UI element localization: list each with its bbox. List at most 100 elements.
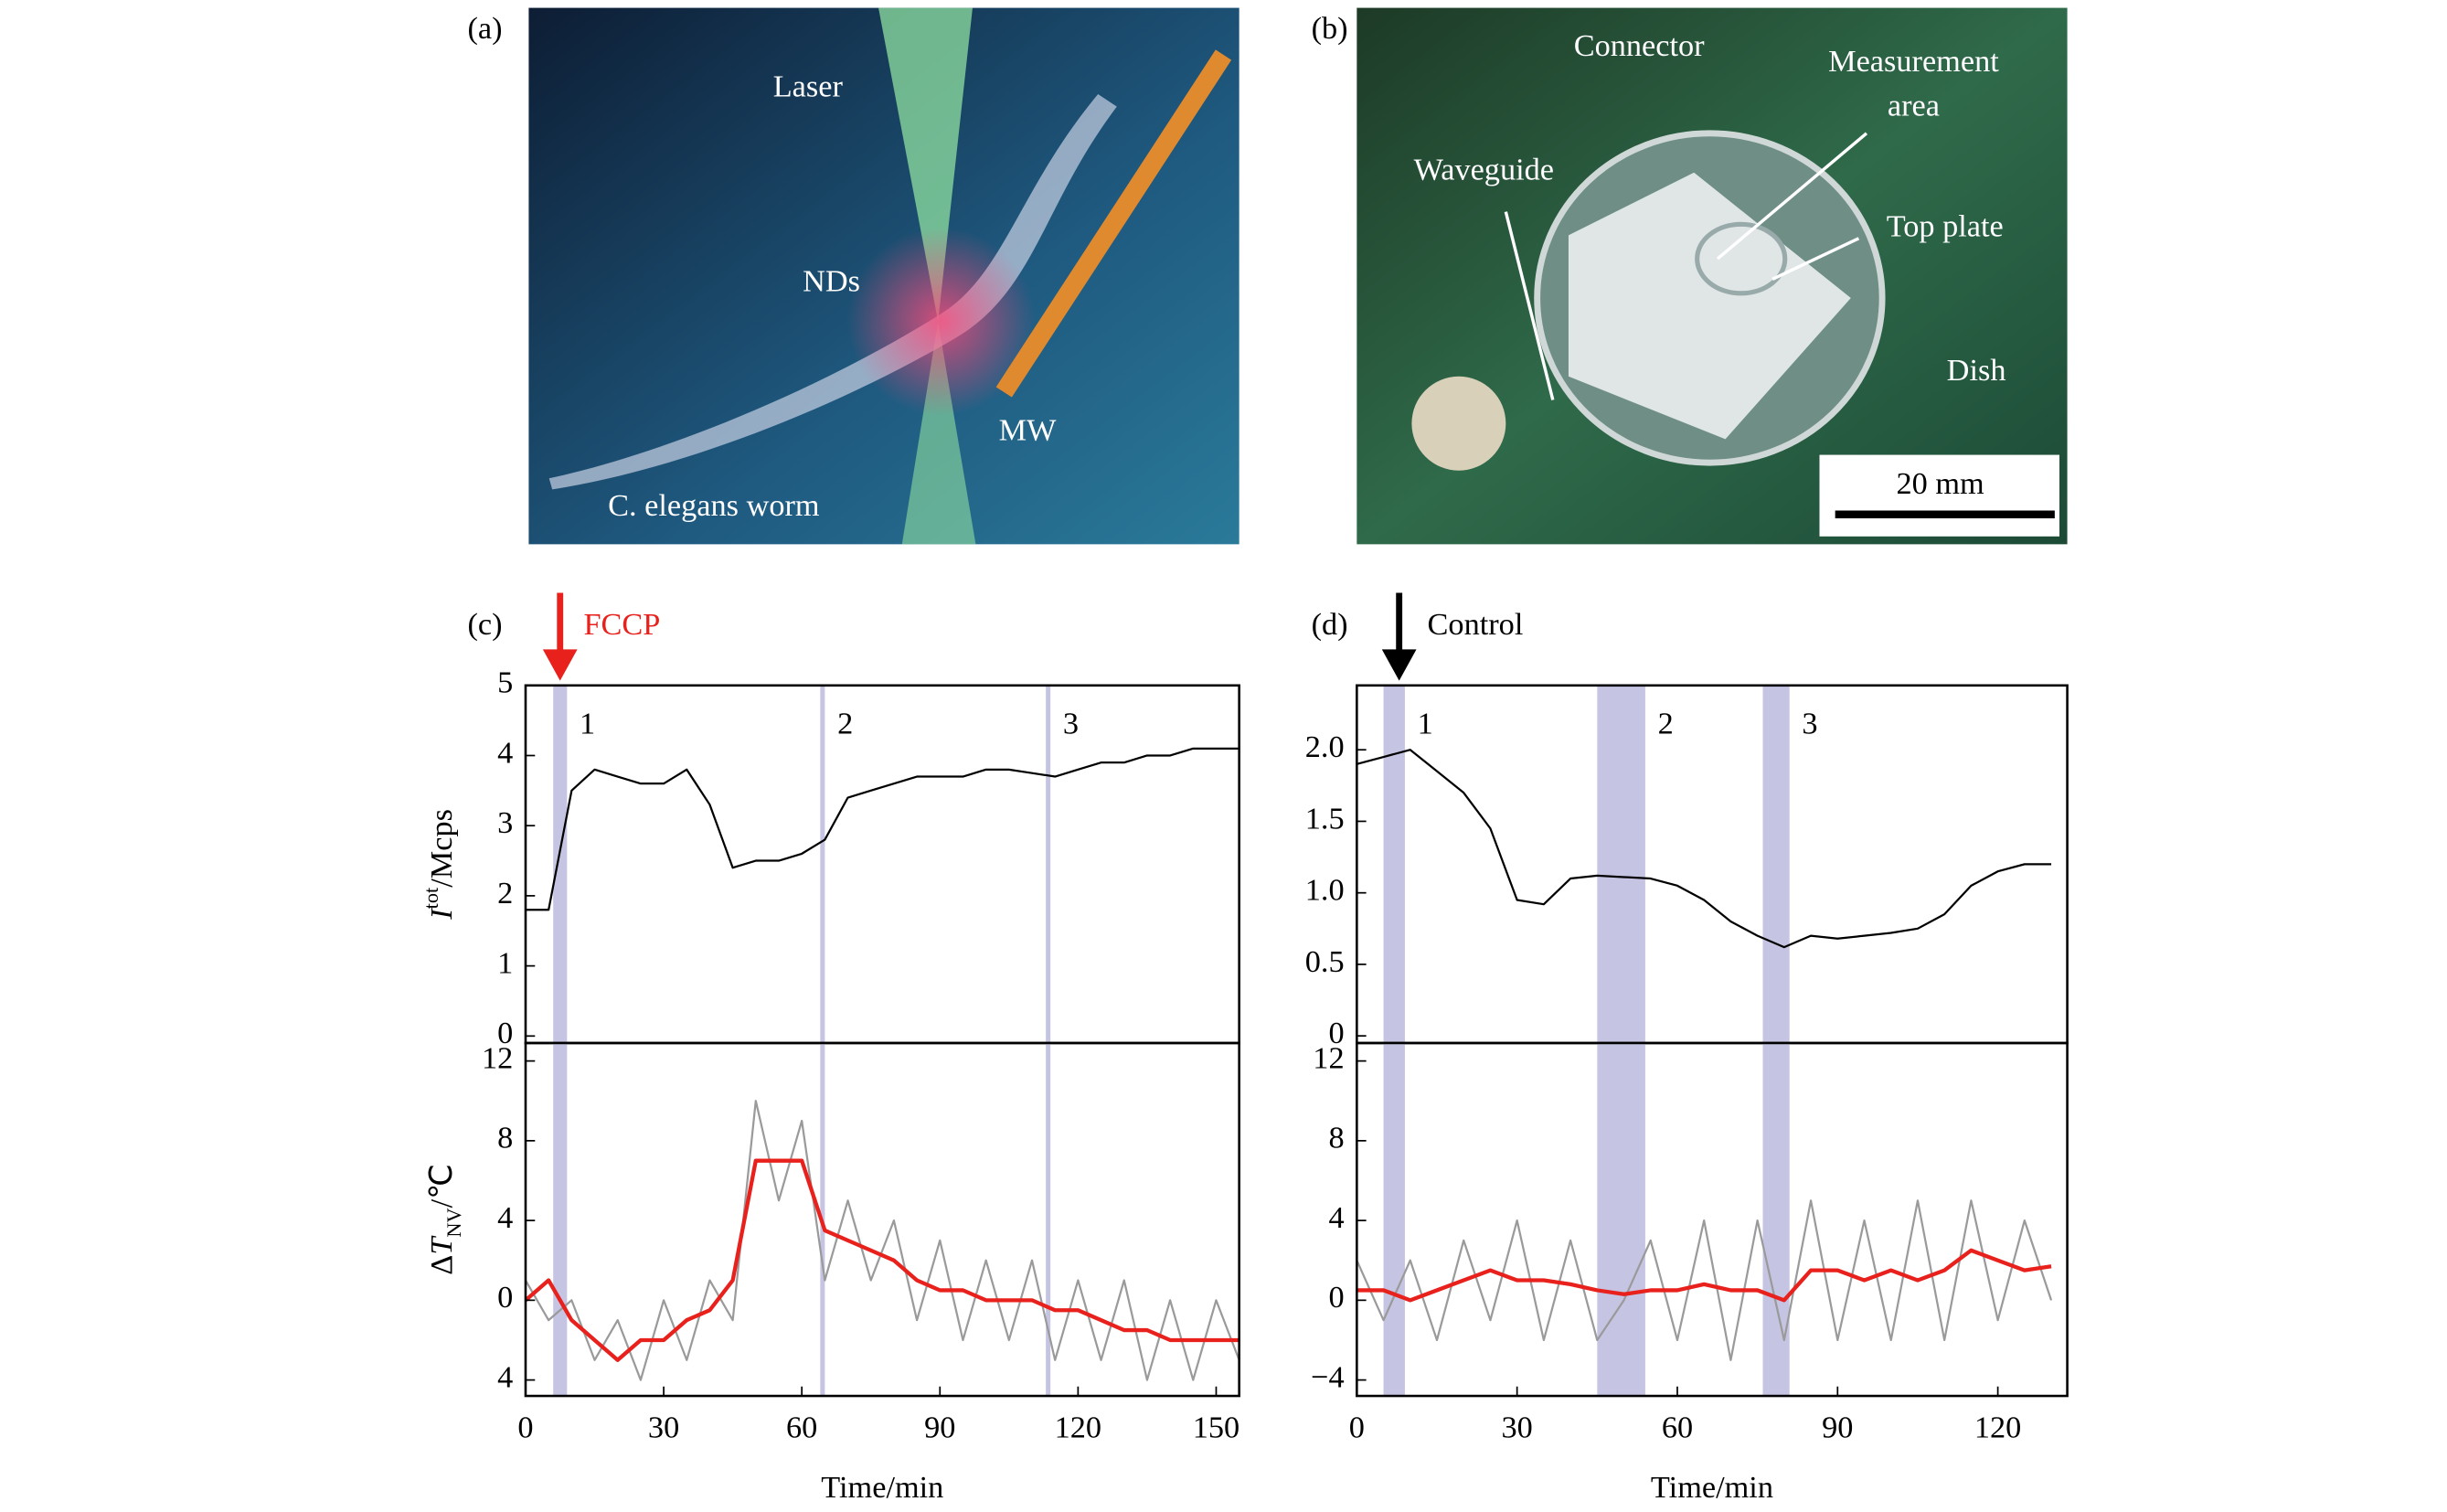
axes-frame	[1356, 1041, 2069, 1398]
y-tick-label: 5	[497, 665, 513, 700]
band	[1383, 685, 1405, 1043]
y-axis-label-part: /℃	[424, 1164, 459, 1208]
connector	[1411, 376, 1506, 471]
laser-cone	[878, 7, 973, 322]
y-tick-label: 12	[482, 1040, 513, 1075]
y-tick-label: 0	[497, 1280, 513, 1315]
y-tick-label: 0	[1328, 1280, 1344, 1315]
band	[1046, 1042, 1051, 1397]
y-tick-label: 1.0	[1305, 873, 1345, 908]
band-label: 1	[580, 706, 595, 740]
annotation: Waveguide	[1414, 153, 1554, 187]
y-axis-label-part: /Mcps	[424, 809, 459, 888]
pointer	[1771, 237, 1860, 281]
y-tick-label: 4	[1328, 1200, 1344, 1235]
panel-label: (d)	[1312, 607, 1348, 642]
annotation: Top plate	[1887, 208, 2004, 243]
band-label: 3	[1063, 706, 1079, 740]
band	[1597, 1042, 1645, 1397]
data-line	[525, 1100, 1240, 1381]
y-tick-label: 4	[497, 1200, 513, 1235]
y-tick-label: 2	[497, 876, 513, 910]
y-tick-label: 3	[497, 805, 513, 840]
x-tick-label: 60	[786, 1411, 817, 1445]
band	[1046, 685, 1051, 1043]
y-tick-label: 1.5	[1305, 801, 1345, 836]
panel-label: (c)	[468, 607, 503, 642]
band	[553, 1042, 568, 1397]
nd-glow	[846, 227, 1036, 416]
band	[553, 685, 568, 1043]
data-line	[525, 747, 1239, 911]
data-line	[1356, 1248, 2052, 1303]
y-tick-label: 4	[497, 1359, 513, 1394]
x-tick-label: 120	[1055, 1411, 1101, 1445]
x-tick-label: 120	[1974, 1411, 2021, 1445]
y-tick-label: 0	[497, 1016, 513, 1050]
x-tick-label: 0	[517, 1411, 533, 1445]
band-label: 2	[1658, 706, 1674, 740]
y-axis-label: Itot/Mcps	[419, 809, 458, 921]
x-tick-label: 60	[1662, 1411, 1693, 1445]
pointer	[1716, 132, 1868, 261]
band-label: 2	[837, 706, 853, 740]
data-line	[524, 1158, 1239, 1362]
pointer	[1504, 211, 1555, 400]
band-label: 1	[1418, 706, 1433, 740]
y-axis-label-part: tot	[419, 887, 442, 909]
annotation: Connector	[1574, 28, 1705, 63]
y-tick-label: 2.0	[1305, 729, 1345, 764]
annotation: C. elegans worm	[608, 488, 820, 523]
x-axis-label: Time/min	[821, 1470, 943, 1505]
top-plate	[1568, 172, 1851, 440]
y-axis-label-part: NV	[442, 1208, 464, 1237]
y-tick-label: 12	[1313, 1040, 1344, 1075]
measurement-well	[1695, 221, 1788, 296]
data-line	[1356, 1199, 2053, 1361]
y-tick-label: 1	[497, 945, 513, 980]
x-tick-label: 90	[924, 1411, 955, 1445]
y-tick-label: −4	[1311, 1359, 1345, 1394]
axes-frame	[1356, 684, 2069, 1045]
x-tick-label: 0	[1349, 1411, 1365, 1445]
annotation: Dish	[1947, 353, 2006, 388]
band-label: 3	[1802, 706, 1817, 740]
arrow-head	[1381, 649, 1417, 681]
arrow-label: FCCP	[583, 607, 660, 642]
mw-wire	[995, 49, 1232, 398]
band	[1597, 685, 1645, 1043]
axes-frame	[524, 1041, 1240, 1398]
data-line	[1356, 749, 2052, 949]
axes-frame	[524, 684, 1240, 1045]
band	[820, 685, 825, 1043]
x-tick-label: 150	[1193, 1411, 1239, 1445]
annotation: area	[1888, 88, 1940, 122]
panel-label: (b)	[1312, 11, 1348, 46]
annotation: MW	[999, 412, 1057, 447]
y-axis-label-part: T	[424, 1235, 459, 1255]
band	[1383, 1042, 1405, 1397]
y-axis-label-part: I	[424, 908, 459, 921]
x-tick-label: 30	[648, 1411, 679, 1445]
arrow-head	[542, 649, 578, 681]
panel-b: (b) Connector Waveguide Top plate Dish M…	[1312, 7, 2068, 545]
band	[1762, 1042, 1790, 1397]
y-tick-label: 8	[1328, 1121, 1344, 1155]
panel-a: (a) Laser NDs MW C. elegans worm	[468, 7, 1239, 545]
y-axis-label: ΔTNV/℃	[424, 1164, 465, 1274]
arrow-label: Control	[1428, 607, 1524, 642]
laser-cone	[901, 321, 976, 545]
scale-label: 20 mm	[1896, 466, 1984, 501]
annotation: NDs	[803, 263, 860, 298]
x-tick-label: 30	[1502, 1411, 1533, 1445]
x-axis-label: Time/min	[1651, 1470, 1773, 1505]
panel-label: (a)	[468, 11, 503, 46]
x-tick-label: 90	[1822, 1411, 1853, 1445]
y-tick-label: 4	[497, 735, 513, 770]
band	[1762, 685, 1790, 1043]
annotation: Laser	[773, 69, 844, 104]
annotation: Measurement	[1828, 44, 1999, 79]
y-axis-label-part: Δ	[424, 1255, 459, 1275]
scale-box	[1819, 454, 2060, 537]
